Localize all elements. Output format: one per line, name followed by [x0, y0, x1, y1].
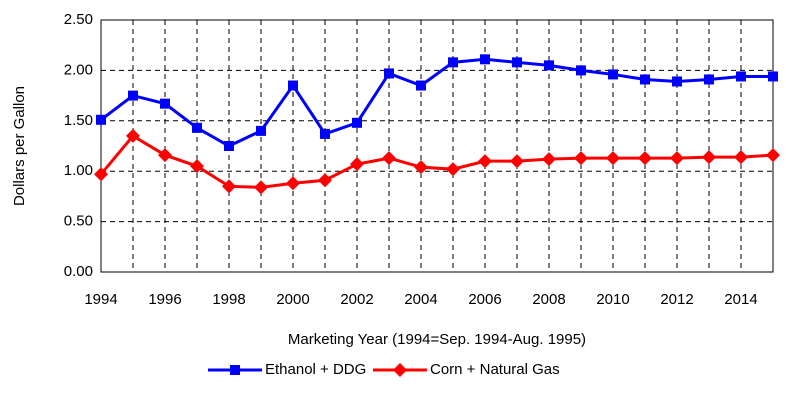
marker: [414, 160, 428, 175]
marker: [512, 57, 522, 68]
legend-marker: [393, 363, 407, 377]
x-tick-label: 2010: [596, 291, 629, 308]
marker: [416, 80, 426, 91]
marker: [640, 74, 650, 85]
marker: [128, 90, 138, 101]
marker: [478, 154, 492, 169]
x-tick-label: 1996: [148, 291, 181, 308]
marker: [638, 151, 652, 166]
marker: [448, 57, 458, 68]
marker: [224, 141, 234, 151]
legend-label: Ethanol + DDG: [265, 361, 366, 378]
marker: [222, 179, 236, 194]
marker: [318, 173, 332, 188]
x-tick-label: 2006: [468, 291, 501, 308]
x-tick-label: 1994: [84, 291, 117, 308]
marker: [190, 159, 204, 174]
x-axis-title: Marketing Year (1994=Sep. 1994-Aug. 1995…: [288, 331, 586, 348]
marker: [608, 69, 618, 80]
series-line: [99, 133, 774, 189]
marker: [544, 60, 554, 71]
marker: [158, 148, 172, 163]
y-tick-label: 1.00: [64, 162, 93, 179]
series-line: [100, 57, 773, 148]
marker: [94, 167, 108, 182]
marker: [96, 114, 106, 125]
marker: [574, 151, 588, 166]
marker: [256, 125, 266, 136]
x-tick-label: 2002: [340, 291, 373, 308]
x-tick-label: 2000: [276, 291, 309, 308]
y-tick-label: 2.00: [64, 61, 93, 78]
y-tick-label: 1.50: [64, 112, 93, 129]
x-tick-label: 1998: [212, 291, 245, 308]
x-tick-label: 2008: [532, 291, 565, 308]
marker: [446, 162, 460, 177]
marker: [736, 71, 746, 82]
marker: [288, 80, 298, 91]
marker: [286, 176, 300, 191]
marker: [384, 68, 394, 79]
marker: [542, 152, 556, 167]
marker: [704, 74, 714, 85]
marker: [734, 150, 748, 165]
y-axis-title: Dollars per Gallon: [11, 86, 28, 206]
y-tick-label: 0.00: [64, 263, 93, 280]
y-tick-label: 2.50: [64, 11, 93, 28]
marker: [192, 122, 202, 133]
plot-frame: [100, 19, 774, 273]
marker: [320, 128, 330, 139]
marker: [672, 76, 682, 87]
marker: [160, 98, 170, 109]
legend-marker: [230, 365, 240, 375]
marker: [480, 54, 490, 65]
marker: [576, 65, 586, 76]
y-tick-label: 0.50: [64, 213, 93, 230]
x-tick-label: 2014: [724, 291, 757, 308]
marker: [702, 150, 716, 165]
x-tick-label: 2012: [660, 291, 693, 308]
marker: [126, 128, 140, 143]
marker: [254, 180, 268, 195]
marker: [670, 151, 684, 166]
marker: [352, 117, 362, 128]
marker: [382, 151, 396, 166]
marker: [768, 71, 778, 82]
marker: [766, 148, 780, 163]
marker: [350, 157, 364, 172]
legend-label: Corn + Natural Gas: [430, 361, 560, 378]
x-tick-label: 2004: [404, 291, 437, 308]
marker: [510, 154, 524, 169]
marker: [606, 151, 620, 166]
